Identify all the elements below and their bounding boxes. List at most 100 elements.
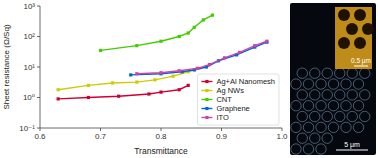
legend-label: Ag NWs bbox=[216, 86, 244, 95]
pattern-ring bbox=[341, 79, 351, 89]
series-marker bbox=[178, 69, 181, 72]
series-line bbox=[137, 41, 267, 74]
legend-swatch bbox=[201, 90, 212, 91]
series-marker bbox=[87, 84, 90, 87]
legend-swatch-marker bbox=[205, 89, 208, 92]
image-panel-background bbox=[290, 3, 376, 155]
pattern-ring bbox=[316, 122, 326, 132]
series-marker bbox=[111, 81, 114, 84]
x-tick-label: 0.9 bbox=[216, 132, 228, 141]
series-line bbox=[101, 15, 213, 50]
pattern-ring bbox=[360, 90, 370, 100]
y-tick bbox=[37, 36, 40, 37]
series-marker bbox=[202, 18, 205, 21]
series-marker bbox=[159, 71, 162, 74]
y-tick bbox=[37, 6, 40, 7]
legend-swatch bbox=[201, 99, 212, 100]
inset-dot bbox=[354, 37, 366, 49]
series-marker bbox=[187, 84, 190, 87]
y-axis-label: Sheet resistance (Ω/Sq) bbox=[2, 24, 11, 109]
pattern-ring bbox=[303, 122, 313, 132]
pattern-ring bbox=[322, 68, 332, 78]
pattern-ring bbox=[310, 111, 320, 121]
inset-image bbox=[335, 7, 372, 69]
x-tick bbox=[282, 128, 283, 131]
inset-dot bbox=[338, 9, 350, 21]
pattern-ring bbox=[310, 90, 320, 100]
series-marker bbox=[265, 41, 268, 44]
image-panel: 0.5 μm5 μm bbox=[290, 3, 376, 155]
pattern-ring bbox=[353, 122, 363, 132]
y-tick-label: 10⁻¹ bbox=[19, 124, 35, 133]
pattern-ring bbox=[316, 100, 326, 110]
pattern-ring bbox=[322, 133, 332, 143]
legend: Ag+Al NanomeshAg NWsCNTGrapheneITO bbox=[197, 74, 279, 125]
pattern-ring bbox=[360, 111, 370, 121]
series-line bbox=[131, 42, 267, 75]
pattern-ring bbox=[297, 90, 307, 100]
legend-swatch bbox=[201, 81, 212, 82]
legend-swatch-marker bbox=[205, 116, 208, 119]
series-marker bbox=[193, 26, 196, 29]
pattern-ring bbox=[291, 79, 301, 89]
series-marker bbox=[178, 88, 181, 91]
series-marker bbox=[159, 91, 162, 94]
inset-dot bbox=[362, 23, 374, 35]
series-marker bbox=[117, 95, 120, 98]
pattern-ring bbox=[310, 68, 320, 78]
pattern-ring bbox=[328, 100, 338, 110]
pattern-ring bbox=[291, 144, 301, 154]
pattern-ring bbox=[347, 68, 357, 78]
pattern-ring bbox=[322, 111, 332, 121]
plot-area bbox=[57, 14, 269, 101]
pattern-ring bbox=[335, 111, 345, 121]
series-marker bbox=[172, 75, 175, 78]
series-marker bbox=[159, 40, 162, 43]
pattern-ring bbox=[303, 100, 313, 110]
legend-swatch bbox=[201, 117, 212, 118]
series-marker bbox=[129, 73, 132, 76]
legend-label: CNT bbox=[216, 95, 232, 104]
pattern-ring bbox=[297, 111, 307, 121]
pattern-ring bbox=[303, 79, 313, 89]
x-tick-label: 0.8 bbox=[155, 132, 167, 141]
pattern-ring bbox=[347, 90, 357, 100]
scale-bar bbox=[354, 66, 368, 67]
x-tick bbox=[40, 128, 41, 131]
pattern-ring bbox=[341, 122, 351, 132]
series-marker bbox=[187, 31, 190, 34]
pattern-ring bbox=[341, 100, 351, 110]
pattern-ring bbox=[291, 100, 301, 110]
series-marker bbox=[135, 72, 138, 75]
y-tick bbox=[37, 97, 40, 98]
scale-bar bbox=[336, 150, 368, 151]
series-marker bbox=[208, 63, 211, 66]
inset-dot bbox=[346, 23, 358, 35]
pattern-ring bbox=[335, 68, 345, 78]
pattern-ring bbox=[328, 79, 338, 89]
series-marker bbox=[238, 51, 241, 54]
pattern-ring bbox=[316, 79, 326, 89]
series-marker bbox=[135, 44, 138, 47]
pattern-ring bbox=[297, 133, 307, 143]
x-tick-label: 0.6 bbox=[34, 132, 46, 141]
series-marker bbox=[223, 56, 226, 59]
annotation: 5 μm bbox=[344, 141, 360, 149]
legend-label: ITO bbox=[216, 113, 229, 122]
series-marker bbox=[196, 67, 199, 70]
y-tick bbox=[37, 128, 40, 129]
pattern-ring bbox=[297, 68, 307, 78]
pattern-ring bbox=[335, 90, 345, 100]
y-tick bbox=[37, 67, 40, 68]
series-marker bbox=[99, 49, 102, 52]
y-tick-label: 10¹ bbox=[23, 63, 35, 72]
series-marker bbox=[253, 44, 256, 47]
legend-label: Ag+Al Nanomesh bbox=[216, 77, 275, 86]
x-tick bbox=[221, 128, 222, 131]
pattern-ring bbox=[353, 79, 363, 89]
pattern-ring bbox=[322, 90, 332, 100]
series-marker bbox=[265, 40, 268, 43]
legend-swatch bbox=[201, 108, 212, 109]
legend-swatch-marker bbox=[205, 107, 208, 110]
inset-dot bbox=[338, 37, 350, 49]
